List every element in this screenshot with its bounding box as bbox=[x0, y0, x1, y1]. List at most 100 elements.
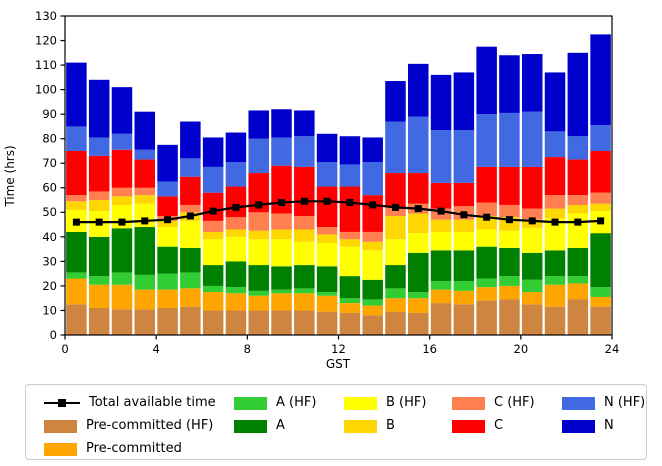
bar-segment bbox=[362, 241, 383, 251]
bar-segment bbox=[385, 288, 406, 299]
bar-segment bbox=[499, 247, 520, 277]
bar-segment bbox=[294, 293, 315, 311]
bar-segment bbox=[339, 312, 361, 335]
bar-segment bbox=[271, 137, 292, 166]
bar-segment bbox=[66, 126, 87, 151]
bar-segment bbox=[590, 150, 611, 193]
bar-segment bbox=[88, 155, 110, 192]
bar-segment bbox=[157, 196, 178, 216]
total-line-group bbox=[72, 197, 605, 226]
bar-segment bbox=[453, 231, 475, 251]
bar-segment bbox=[66, 272, 87, 279]
line-marker bbox=[164, 216, 172, 224]
bar-segment bbox=[157, 181, 178, 197]
bar-segment bbox=[202, 292, 224, 311]
line-marker bbox=[141, 217, 149, 225]
bar-segment bbox=[521, 166, 543, 209]
bar-segment bbox=[271, 310, 292, 335]
bar-segment bbox=[180, 306, 201, 335]
bar-segment bbox=[385, 265, 406, 289]
bar-segment bbox=[180, 220, 201, 248]
bar-segment bbox=[248, 290, 269, 296]
legend-item-b-hf: B (HF) bbox=[344, 394, 426, 412]
line-marker bbox=[437, 207, 445, 215]
line-marker bbox=[369, 201, 377, 209]
bar-segment bbox=[590, 34, 611, 126]
line-marker bbox=[323, 197, 331, 205]
bar-segment bbox=[134, 187, 156, 196]
bar-segment bbox=[476, 202, 497, 216]
bar-segment bbox=[476, 215, 497, 230]
bar-segment bbox=[316, 311, 338, 335]
bar-segment bbox=[271, 289, 292, 294]
legend: Total available time Pre-committed (HF) Pr… bbox=[25, 384, 647, 460]
bar-segment bbox=[294, 265, 315, 289]
x-tick-label: 8 bbox=[244, 342, 251, 356]
bar-segment bbox=[408, 292, 429, 299]
x-tick-label: 16 bbox=[422, 342, 437, 356]
bar-segment bbox=[408, 213, 429, 234]
bar-segment bbox=[385, 121, 406, 174]
bar-segment bbox=[180, 288, 201, 307]
line-marker bbox=[505, 216, 513, 224]
bar-segment bbox=[180, 247, 201, 273]
legend-item-b: B bbox=[344, 417, 395, 435]
bar-segment bbox=[316, 186, 338, 228]
bar-segment bbox=[590, 287, 611, 297]
bar-segment bbox=[476, 166, 497, 203]
y-tick-label: 30 bbox=[42, 254, 57, 268]
bar-segment bbox=[134, 289, 156, 310]
bar-segment bbox=[66, 150, 87, 196]
bar-segment bbox=[339, 298, 361, 304]
bar-segment bbox=[157, 220, 178, 228]
legend-label: A (HF) bbox=[276, 395, 317, 410]
bar-segment bbox=[385, 173, 406, 208]
bar-segment bbox=[476, 229, 497, 247]
bar-segment bbox=[453, 219, 475, 232]
bar-segment bbox=[202, 239, 224, 266]
line-marker bbox=[551, 218, 559, 226]
bar-segment bbox=[544, 276, 566, 285]
bar-segment bbox=[271, 293, 292, 311]
bar-segment bbox=[66, 62, 87, 127]
bar-segment bbox=[567, 283, 589, 300]
bar-segment bbox=[157, 289, 178, 308]
bar-segment bbox=[453, 250, 475, 282]
y-tick-label: 110 bbox=[35, 58, 57, 72]
bar-segment bbox=[202, 285, 224, 293]
bar-segment bbox=[111, 309, 133, 335]
bar-segment bbox=[111, 272, 133, 285]
line-marker bbox=[209, 207, 217, 215]
bar-segment bbox=[544, 195, 566, 209]
bar-segment bbox=[271, 213, 292, 230]
bar-segment bbox=[271, 266, 292, 290]
bars-group bbox=[66, 34, 611, 335]
line-marker bbox=[528, 217, 536, 225]
bar-segment bbox=[248, 138, 269, 174]
bar-segment bbox=[408, 298, 429, 313]
bar-segment bbox=[134, 309, 156, 335]
line-marker bbox=[186, 212, 194, 220]
bar-segment bbox=[362, 231, 383, 242]
bar-segment bbox=[88, 236, 110, 277]
y-tick-label: 10 bbox=[42, 303, 57, 317]
bar-segment bbox=[316, 227, 338, 235]
legend-label: Pre-committed (HF) bbox=[86, 418, 214, 433]
bar-segment bbox=[180, 176, 201, 205]
bar-segment bbox=[499, 112, 520, 167]
bar-segment bbox=[202, 220, 224, 232]
bar-segment bbox=[339, 164, 361, 187]
bar-segment bbox=[408, 233, 429, 253]
bar-segment bbox=[499, 299, 520, 335]
x-tick-label: 0 bbox=[61, 342, 68, 356]
bar-segment bbox=[544, 157, 566, 196]
bar-segment bbox=[180, 204, 201, 213]
legend-item-a-hf: A (HF) bbox=[234, 394, 316, 412]
bar-segment bbox=[521, 252, 543, 280]
axes-group: 0 10 20 30 40 50 60 70 80 90 100 110 120 130 0 4 8 12 16 20… bbox=[35, 9, 619, 356]
bar-segment bbox=[408, 116, 429, 174]
bar-segment bbox=[248, 310, 269, 335]
bar-segment bbox=[316, 242, 338, 267]
bar-segment bbox=[294, 310, 315, 335]
bar-segment bbox=[339, 246, 361, 277]
